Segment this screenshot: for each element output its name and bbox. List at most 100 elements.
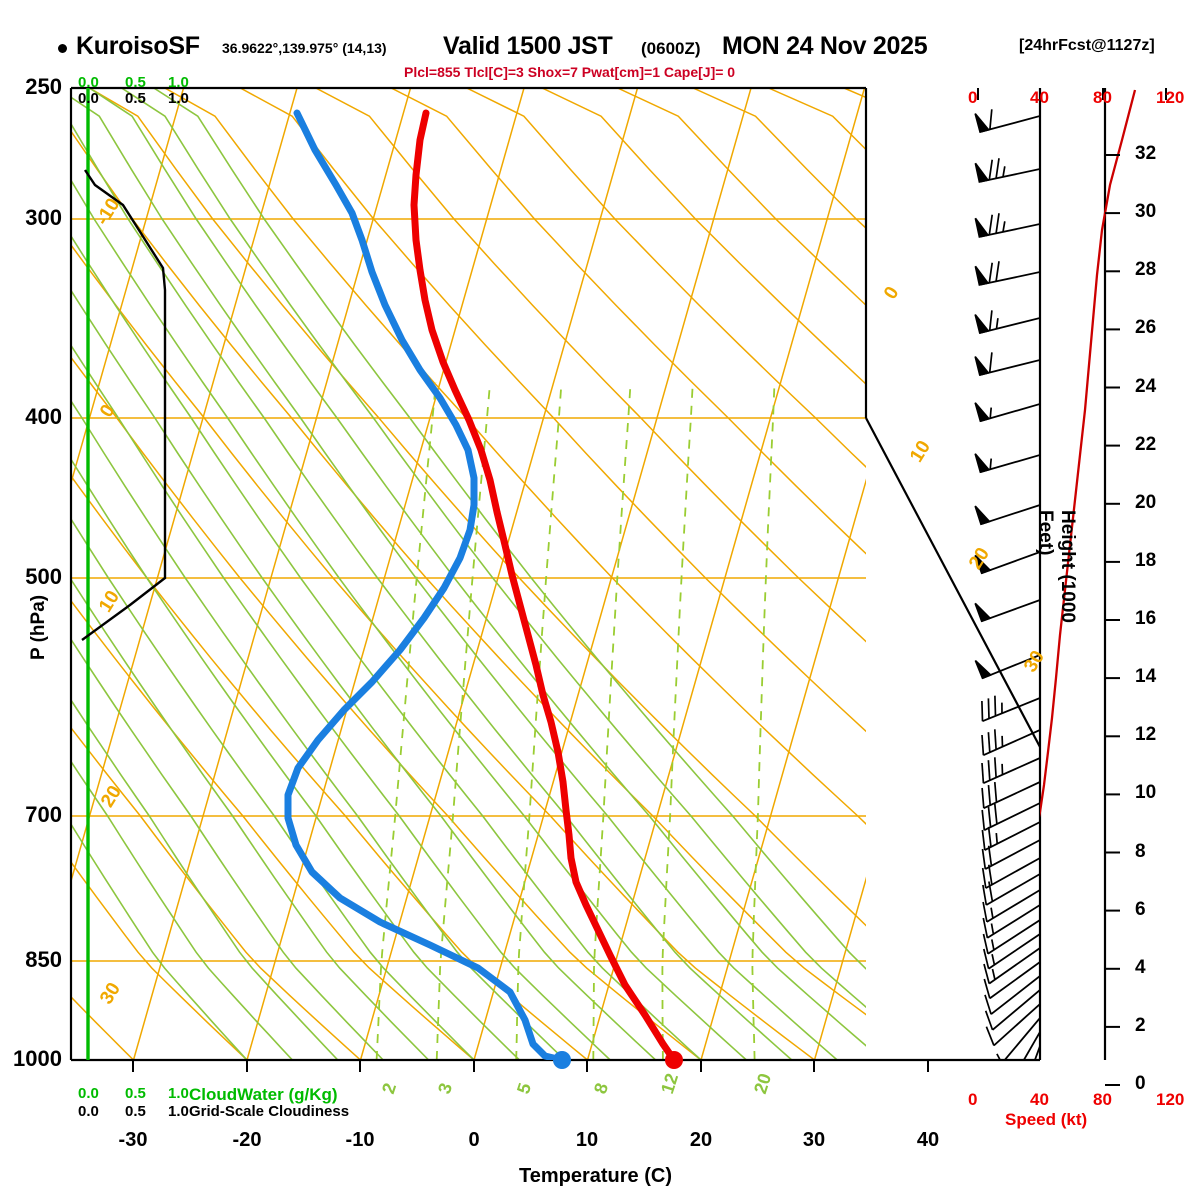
pressure-tick-700: 700 (25, 802, 62, 827)
height-tick-2: 2 (1135, 1014, 1146, 1036)
height-tick-18: 18 (1135, 549, 1157, 571)
height-tick-24: 24 (1135, 375, 1157, 397)
height-tick-12: 12 (1135, 724, 1157, 746)
station-name: KuroisoSF (76, 32, 200, 60)
height-tick-marks (1105, 154, 1120, 1086)
temperature-tick-10: 10 (575, 1129, 599, 1151)
valid-time: Valid 1500 JST (443, 32, 613, 60)
wind-barb (982, 904, 1040, 939)
wind-barb (974, 402, 1040, 423)
wind-barb (985, 1003, 1040, 1047)
cloudiness-axis-label: Grid-Scale Cloudiness (189, 1103, 350, 1120)
speed-bottom-tick-120: 120 (1156, 1090, 1185, 1109)
cloudwater-bottom-tick-2: 1.0 (168, 1085, 189, 1102)
speed-top-tick-120: 120 (1156, 88, 1185, 107)
station-coordinates: 36.9622°,139.975° (14,13) (222, 40, 387, 56)
height-tick-20: 20 (1135, 491, 1157, 513)
cloudiness-top-tick-2: 1.0 (168, 90, 189, 107)
cloudwater-top-tick-0: 0.0 (78, 74, 99, 91)
temperature-tick-20: 20 (689, 1129, 713, 1151)
wind-barb (974, 453, 1040, 474)
cloudwater-axis-label: CloudWater (g/Kg) (189, 1085, 338, 1104)
height-curve (1040, 89, 1137, 818)
speed-bottom-tick-40: 40 (1030, 1090, 1049, 1109)
wind-barb (981, 821, 1040, 851)
height-tick-6: 6 (1135, 898, 1146, 920)
speed-top-tick-80: 80 (1093, 88, 1112, 107)
speed-tick-marks (977, 88, 1167, 100)
temperature-tick-30: 30 (802, 1129, 826, 1151)
mixing-ratio-lines (375, 382, 776, 1060)
cloudwater-bottom-tick-0: 0.0 (78, 1085, 99, 1102)
valid-date: MON 24 Nov 2025 (722, 32, 928, 60)
wind-barb (983, 947, 1040, 985)
speed-axis-label: Speed (kt) (1005, 1110, 1088, 1129)
speed-top-tick-0: 0 (968, 88, 978, 107)
wind-barb (974, 504, 1040, 526)
cloudiness-bottom-tick-0: 0.0 (78, 1103, 99, 1120)
height-tick-30: 30 (1135, 201, 1157, 223)
pressure-axis-label: P (hPa) (28, 594, 49, 660)
height-tick-26: 26 (1135, 317, 1157, 339)
cloudwater-bottom-tick-1: 0.5 (125, 1085, 146, 1102)
sounding-parameters: Plcl=855 Tlcl[C]=3 Shox=7 Pwat[cm]=1 Cap… (404, 64, 736, 80)
wind-barb (974, 551, 1040, 575)
wind-barb (974, 352, 1040, 377)
moist-adiabat-lines (71, 88, 866, 1060)
wind-barb (974, 599, 1040, 623)
cloudiness-profile (81, 169, 167, 641)
isotherm-lines (71, 88, 866, 1060)
wind-barb (981, 857, 1040, 889)
cloudiness-bottom-tick-2: 1.0 (168, 1103, 189, 1120)
pressure-tick-250: 250 (25, 74, 62, 99)
wind-barb (982, 873, 1040, 906)
height-tick-28: 28 (1135, 259, 1157, 281)
pressure-tick-850: 850 (25, 947, 62, 972)
wind-barb (974, 310, 1040, 335)
cloudwater-top-tick-1: 0.5 (125, 74, 146, 91)
temperature-tick--20: -20 (232, 1129, 262, 1151)
wind-barb-column (974, 109, 1040, 1060)
forecast-info: [24hrFcst@1127z] (1019, 37, 1155, 54)
cloudiness-bottom-tick-1: 0.5 (125, 1103, 146, 1120)
temperature-tick-marks (132, 1060, 929, 1072)
height-tick-4: 4 (1135, 956, 1146, 978)
height-tick-22: 22 (1135, 433, 1157, 455)
height-tick-8: 8 (1135, 840, 1146, 862)
height-axis-label: Height (1000 Feet) (1035, 510, 1078, 623)
pressure-tick-1000: 1000 (13, 1046, 62, 1071)
temperature-tick--10: -10 (345, 1129, 375, 1151)
wind-barb (982, 919, 1040, 955)
wind-barb (983, 961, 1040, 1000)
wind-barb (982, 933, 1040, 970)
height-tick-32: 32 (1135, 143, 1157, 164)
wind-barb (981, 757, 1040, 785)
dewpoint-surface-marker (553, 1051, 571, 1069)
cloudwater-top-tick-2: 1.0 (168, 74, 189, 91)
pressure-tick-300: 300 (25, 205, 62, 230)
wind-barb (974, 261, 1040, 286)
dry-adiabat-lines (71, 88, 866, 1060)
dewpoint-curve (284, 109, 566, 1060)
temperature-tick--30: -30 (118, 1129, 148, 1151)
plot-frame (69, 86, 1041, 1062)
cloudiness-top-tick-1: 0.5 (125, 90, 146, 107)
wind-barb (982, 889, 1040, 923)
speed-bottom-tick-0: 0 (968, 1090, 978, 1109)
height-tick-0: 0 (1135, 1073, 1146, 1094)
wind-barb (981, 695, 1040, 723)
wind-barb (981, 729, 1040, 757)
wind-barb (974, 213, 1040, 238)
height-tick-14: 14 (1135, 666, 1157, 688)
wind-barb (974, 109, 1040, 134)
temperature-tick-40: 40 (916, 1129, 940, 1151)
speed-bottom-tick-80: 80 (1093, 1090, 1112, 1109)
wind-barb (981, 839, 1040, 870)
wind-barb (984, 989, 1040, 1031)
temperature-curve (410, 109, 678, 1060)
wind-barb (1022, 1031, 1040, 1060)
wind-barb (981, 781, 1040, 810)
wind-barb (974, 158, 1040, 183)
